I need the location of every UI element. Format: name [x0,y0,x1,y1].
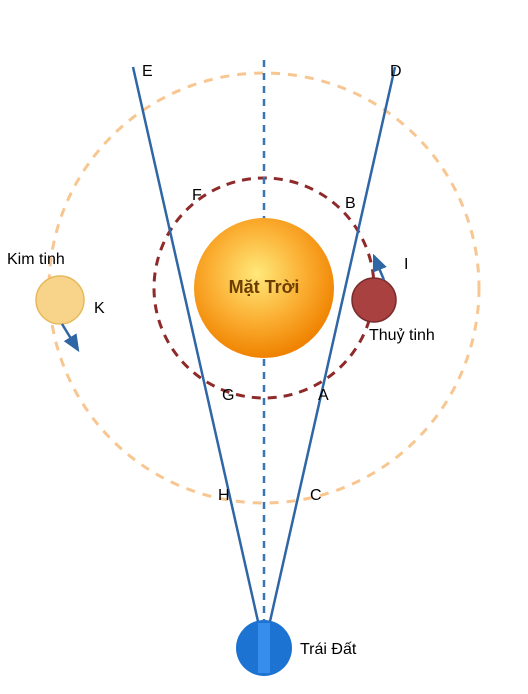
tangent-right [264,67,395,648]
point-G: G [222,387,234,404]
venus-arrow [62,324,78,350]
point-I: I [404,256,408,273]
tangent-left [133,67,264,648]
point-A: A [318,387,329,404]
point-H: H [218,487,230,504]
earth-label: Trái Đất [300,641,357,658]
mercury-arrow [374,256,384,280]
point-K: K [94,300,105,317]
venus [36,276,84,324]
point-D: D [390,63,402,80]
mercury [352,278,396,322]
point-F: F [192,187,202,204]
mercury-label: Thuỷ tinh [369,327,435,344]
earth-highlight [258,623,270,673]
point-C: C [310,487,322,504]
venus-label: Kim tinh [7,251,65,268]
point-B: B [345,195,356,212]
point-E: E [142,63,153,80]
sun-label: Mặt Trời [229,277,300,297]
